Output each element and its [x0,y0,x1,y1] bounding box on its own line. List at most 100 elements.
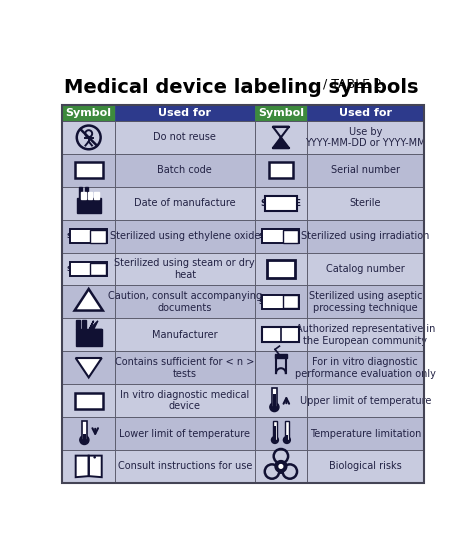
Bar [307,219,423,253]
Text: EO: EO [93,233,103,239]
Text: In vitro diagnostic medical
device: In vitro diagnostic medical device [120,390,249,411]
Circle shape [272,437,278,443]
Bar [115,154,255,187]
Bar [63,351,115,384]
Bar [255,384,307,417]
Bar [273,420,277,440]
Text: STERILE: STERILE [258,233,290,239]
Text: For in vitro diagnostic
performance evaluation only: For in vitro diagnostic performance eval… [295,357,436,378]
Polygon shape [76,455,89,477]
FancyBboxPatch shape [263,295,300,309]
Polygon shape [273,138,289,148]
Bar [88,192,92,199]
FancyBboxPatch shape [91,263,106,276]
Text: Manufacturer: Manufacturer [152,330,218,340]
Text: Σ: Σ [84,360,93,373]
Text: Symbol: Symbol [66,108,112,118]
Bar [115,121,255,154]
Bar [63,417,115,450]
Bar [63,105,423,121]
FancyBboxPatch shape [283,295,298,308]
Bar [63,219,115,253]
FancyBboxPatch shape [74,393,103,409]
Text: REF: REF [266,262,296,276]
FancyBboxPatch shape [283,230,298,242]
Bar [273,426,276,440]
Text: Lower limit of temperature: Lower limit of temperature [119,429,250,438]
Text: IVD: IVD [76,394,101,407]
Bar [115,450,255,483]
Circle shape [80,436,89,444]
Bar [79,187,82,198]
Text: i: i [92,458,97,473]
Bar [63,318,115,351]
Bar [255,187,307,219]
Bar [307,121,423,154]
FancyBboxPatch shape [263,327,300,342]
Bar [255,105,307,121]
Bar [115,286,255,318]
Bar [115,219,255,253]
Bar [77,198,100,213]
Text: II: II [96,266,100,272]
Bar [307,187,423,219]
FancyBboxPatch shape [267,260,295,277]
Text: Used for: Used for [158,108,211,118]
Text: Sterilized using steam or dry
heat: Sterilized using steam or dry heat [115,258,255,280]
Text: !: ! [84,293,93,312]
Text: STERILE: STERILE [260,199,301,207]
Text: / TABLE 2: / TABLE 2 [323,78,382,91]
Bar [307,384,423,417]
Bar [255,450,307,483]
Bar [307,286,423,318]
Text: STERILE: STERILE [66,266,98,272]
Bar [272,388,277,407]
Bar [63,105,423,483]
Polygon shape [89,455,102,477]
FancyBboxPatch shape [70,229,107,243]
Circle shape [279,465,283,468]
Text: Catalog number: Catalog number [326,264,405,274]
Bar [81,192,86,199]
Bar [82,420,87,440]
Text: Biological risks: Biological risks [329,461,402,471]
Text: STERILE: STERILE [258,299,290,305]
Text: R: R [288,233,293,239]
Bar [255,286,307,318]
Polygon shape [89,321,102,346]
Text: LOT: LOT [75,164,102,177]
Bar [255,219,307,253]
Text: Medical device labeling symbols: Medical device labeling symbols [64,78,419,97]
Bar [274,354,287,358]
Text: Serial number: Serial number [331,165,400,175]
Bar [307,154,423,187]
Text: EC: EC [266,330,278,339]
Bar [63,450,115,483]
Text: STERILE: STERILE [66,233,98,239]
Polygon shape [76,358,102,377]
Text: Batch code: Batch code [157,165,212,175]
Bar [94,192,99,199]
Text: Caution, consult accompanying
documents: Caution, consult accompanying documents [108,291,262,313]
FancyBboxPatch shape [264,195,297,211]
Text: Used for: Used for [339,108,392,118]
Bar [307,417,423,450]
Bar [63,154,115,187]
Bar [255,121,307,154]
Text: Sterilized using ethylene oxide: Sterilized using ethylene oxide [109,231,260,241]
Bar [307,318,423,351]
Bar [273,394,276,407]
Text: Sterilized using aseptic
processing technique: Sterilized using aseptic processing tech… [309,291,422,313]
Polygon shape [76,329,102,346]
Bar [115,318,255,351]
Polygon shape [74,289,103,311]
Text: Do not reuse: Do not reuse [154,133,216,143]
Text: Authorized representative in
the European community: Authorized representative in the Europea… [296,324,435,346]
FancyBboxPatch shape [74,162,103,179]
Text: Date of manufacture: Date of manufacture [134,198,236,208]
Text: Sterilized using irradiation: Sterilized using irradiation [301,231,429,241]
Bar [85,187,88,198]
Text: Use by
YYYY-MM-DD or YYYY-MM: Use by YYYY-MM-DD or YYYY-MM [305,127,426,148]
FancyBboxPatch shape [70,262,107,276]
Bar [63,286,115,318]
